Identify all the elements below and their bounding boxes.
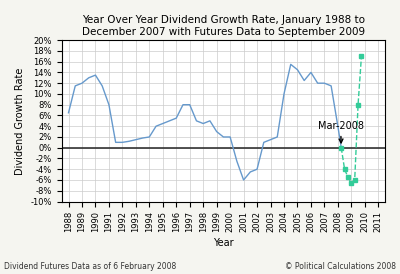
Y-axis label: Dividend Growth Rate: Dividend Growth Rate xyxy=(15,67,25,175)
Title: Year Over Year Dividend Growth Rate, January 1988 to
December 2007 with Futures : Year Over Year Dividend Growth Rate, Jan… xyxy=(82,15,365,37)
X-axis label: Year: Year xyxy=(213,238,234,248)
Text: Mar-2008: Mar-2008 xyxy=(318,121,364,143)
Text: Dividend Futures Data as of 6 February 2008: Dividend Futures Data as of 6 February 2… xyxy=(4,262,176,271)
Text: © Political Calculations 2008: © Political Calculations 2008 xyxy=(285,262,396,271)
